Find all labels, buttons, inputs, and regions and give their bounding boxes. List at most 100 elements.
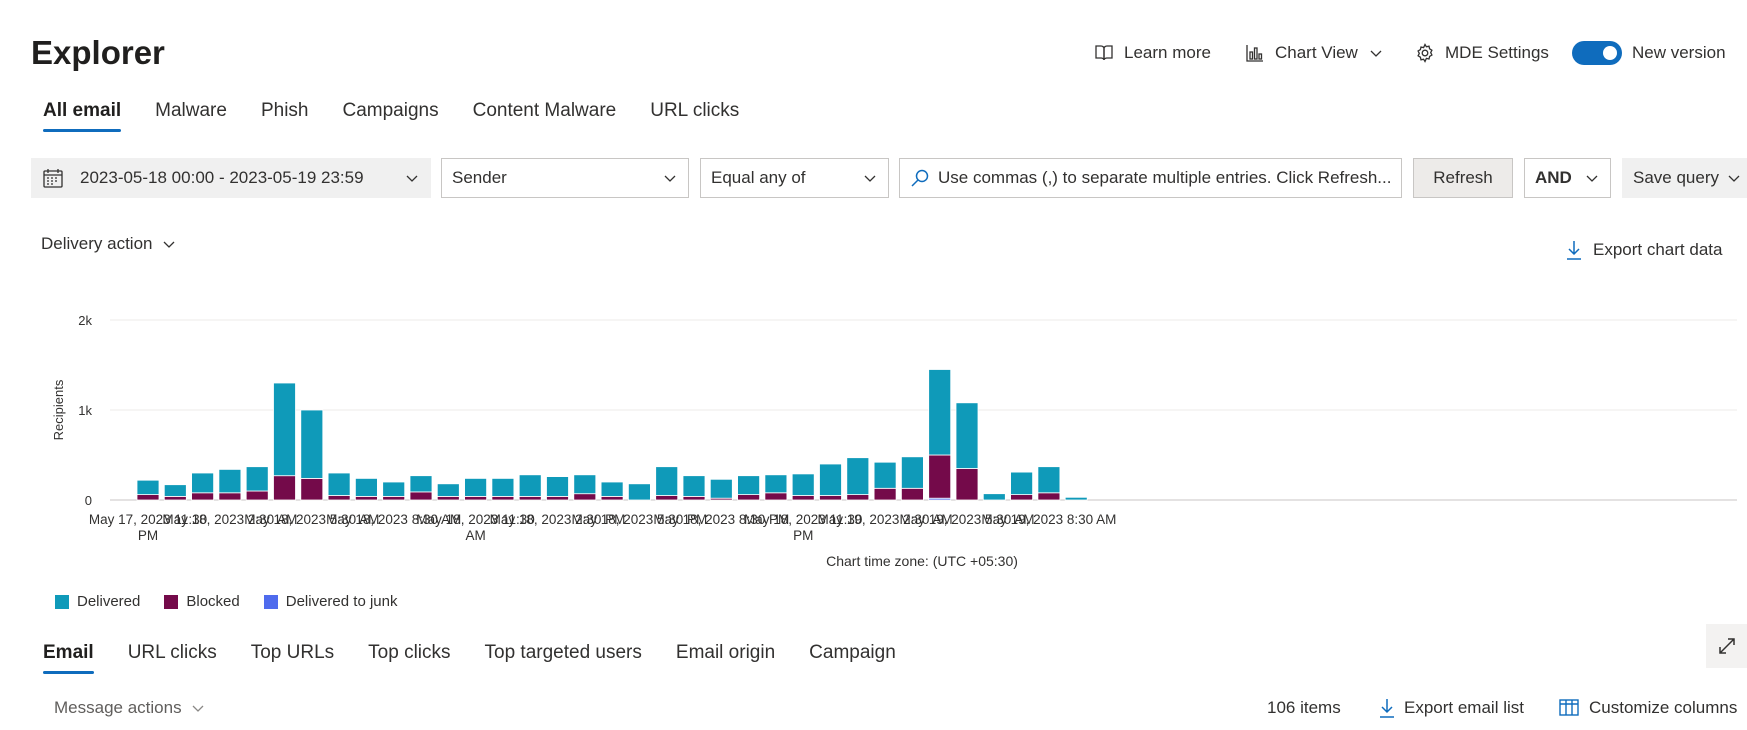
operator-select-value: Equal any of: [711, 168, 806, 187]
group-by-dropdown[interactable]: Delivery action: [41, 234, 177, 254]
bar-chart-icon: [1245, 43, 1265, 63]
bar-delivered: [163, 484, 187, 497]
tab-phish[interactable]: Phish: [260, 100, 309, 121]
tab-content-malware[interactable]: Content Malware: [472, 100, 617, 121]
chevron-down-icon: [1726, 170, 1742, 186]
operator-select[interactable]: Equal any of: [700, 158, 889, 198]
bar-blocked: [600, 495, 624, 501]
bar-blocked: [273, 475, 296, 501]
bar-delivered: [764, 474, 788, 494]
tab-email-origin[interactable]: Email origin: [675, 642, 776, 663]
bar-delivered: [245, 466, 269, 492]
download-icon: [1378, 698, 1396, 718]
bar-delivered: [409, 475, 433, 493]
tab-top-targeted-users[interactable]: Top targeted users: [484, 642, 642, 663]
legend-label: Blocked: [186, 593, 240, 610]
new-version-label: New version: [1632, 43, 1726, 62]
bar-blocked: [163, 495, 187, 501]
tab-malware[interactable]: Malware: [155, 100, 227, 121]
learn-more-label: Learn more: [1124, 43, 1211, 62]
chevron-down-icon: [404, 170, 420, 186]
new-version-toggle-group: New version: [1572, 40, 1726, 66]
columns-icon: [1559, 698, 1581, 718]
learn-more-link[interactable]: Learn more: [1094, 40, 1211, 66]
bar-delivered: [136, 479, 160, 495]
bar-delivered: [1064, 496, 1088, 501]
bar-blocked: [955, 468, 979, 501]
y-axis-label: Recipients: [51, 379, 66, 440]
y-tick-label: 1k: [78, 403, 92, 418]
chevron-down-icon: [1584, 170, 1600, 186]
legend-label: Delivered: [77, 593, 141, 610]
save-query-button[interactable]: Save query: [1622, 158, 1747, 198]
customize-columns-label: Customize columns: [1589, 698, 1738, 717]
export-chart-data-label: Export chart data: [1593, 240, 1723, 259]
expand-button[interactable]: [1706, 624, 1747, 668]
tab-campaign[interactable]: Campaign: [809, 642, 896, 663]
x-tick-label: May 17, 2023 11:30: [89, 512, 207, 527]
field-select[interactable]: Sender: [441, 158, 689, 198]
mde-settings-label: MDE Settings: [1445, 43, 1549, 62]
logic-select[interactable]: AND: [1524, 158, 1611, 198]
bar-blocked: [901, 487, 924, 501]
tab-top-urls[interactable]: Top URLs: [250, 642, 335, 663]
bar-blocked: [873, 487, 897, 501]
bar-delivered: [819, 463, 842, 496]
message-actions-dropdown[interactable]: Message actions: [54, 698, 206, 718]
chevron-down-icon: [862, 170, 878, 186]
bar-delivered: [546, 476, 569, 497]
y-tick-label: 2k: [78, 313, 92, 328]
search-input[interactable]: Use commas (,) to separate multiple entr…: [899, 158, 1402, 198]
chart-view-label: Chart View: [1275, 43, 1358, 62]
gear-icon: [1415, 43, 1435, 63]
new-version-toggle[interactable]: [1572, 41, 1622, 65]
bar-delivered: [218, 468, 242, 494]
logic-select-value: AND: [1535, 168, 1572, 187]
bar-delivered: [327, 472, 351, 496]
export-email-list-button[interactable]: Export email list: [1378, 698, 1524, 718]
bar-blocked: [928, 454, 952, 499]
field-select-value: Sender: [452, 168, 507, 187]
mde-settings-link[interactable]: MDE Settings: [1415, 40, 1549, 66]
page-title: Explorer: [31, 34, 165, 71]
legend-item-delivered[interactable]: Delivered: [55, 593, 140, 610]
legend-item-delivered-to-junk[interactable]: Delivered to junk: [263, 593, 398, 610]
chevron-down-icon: [190, 700, 206, 716]
bar-delivered: [436, 483, 460, 497]
x-tick-label: May 18, 2023 2:30 AM: [162, 512, 297, 527]
tab-campaigns[interactable]: Campaigns: [342, 100, 439, 121]
bar-delivered: [901, 456, 924, 489]
tab-email[interactable]: Email: [43, 642, 94, 674]
date-range-picker[interactable]: 2023-05-18 00:00 - 2023-05-19 23:59: [31, 158, 431, 198]
bar-delivered: [955, 402, 979, 469]
tab-url-clicks[interactable]: URL clicks: [650, 100, 740, 121]
export-chart-data-button[interactable]: Export chart data: [1565, 240, 1722, 260]
x-tick-label: May 18, 2023 2:30 PM: [490, 512, 626, 527]
bar-delivered: [518, 474, 542, 497]
bar-blocked: [136, 494, 160, 501]
export-email-list-label: Export email list: [1404, 698, 1524, 717]
chart-legend: Delivered Blocked Delivered to junk: [55, 593, 397, 610]
bar-blocked: [245, 490, 269, 501]
tab-top-clicks[interactable]: Top clicks: [368, 642, 451, 663]
bar-delivered: [382, 481, 406, 497]
customize-columns-button[interactable]: Customize columns: [1559, 698, 1737, 718]
items-count: 106 items: [1267, 698, 1341, 717]
x-tick-label: May 19, 2023 2:30 AM: [818, 512, 953, 527]
tab-all-email[interactable]: All email: [43, 100, 122, 132]
group-by-label: Delivery action: [41, 234, 153, 253]
legend-item-blocked[interactable]: Blocked: [164, 593, 240, 610]
save-query-label: Save query: [1633, 168, 1719, 187]
search-placeholder: Use commas (,) to separate multiple entr…: [938, 168, 1392, 187]
bar-blocked: [682, 495, 706, 501]
bar-delivered: [191, 472, 215, 494]
bar-delivered: [1037, 466, 1061, 494]
legend-swatch: [55, 594, 69, 609]
legend-swatch: [263, 594, 278, 609]
legend-swatch: [164, 594, 179, 609]
bar-blocked: [191, 492, 215, 501]
chart-view-dropdown[interactable]: Chart View: [1245, 40, 1384, 66]
legend-label: Delivered to junk: [285, 593, 398, 610]
refresh-button[interactable]: Refresh: [1413, 158, 1513, 198]
tab-url-clicks-results[interactable]: URL clicks: [127, 642, 217, 663]
